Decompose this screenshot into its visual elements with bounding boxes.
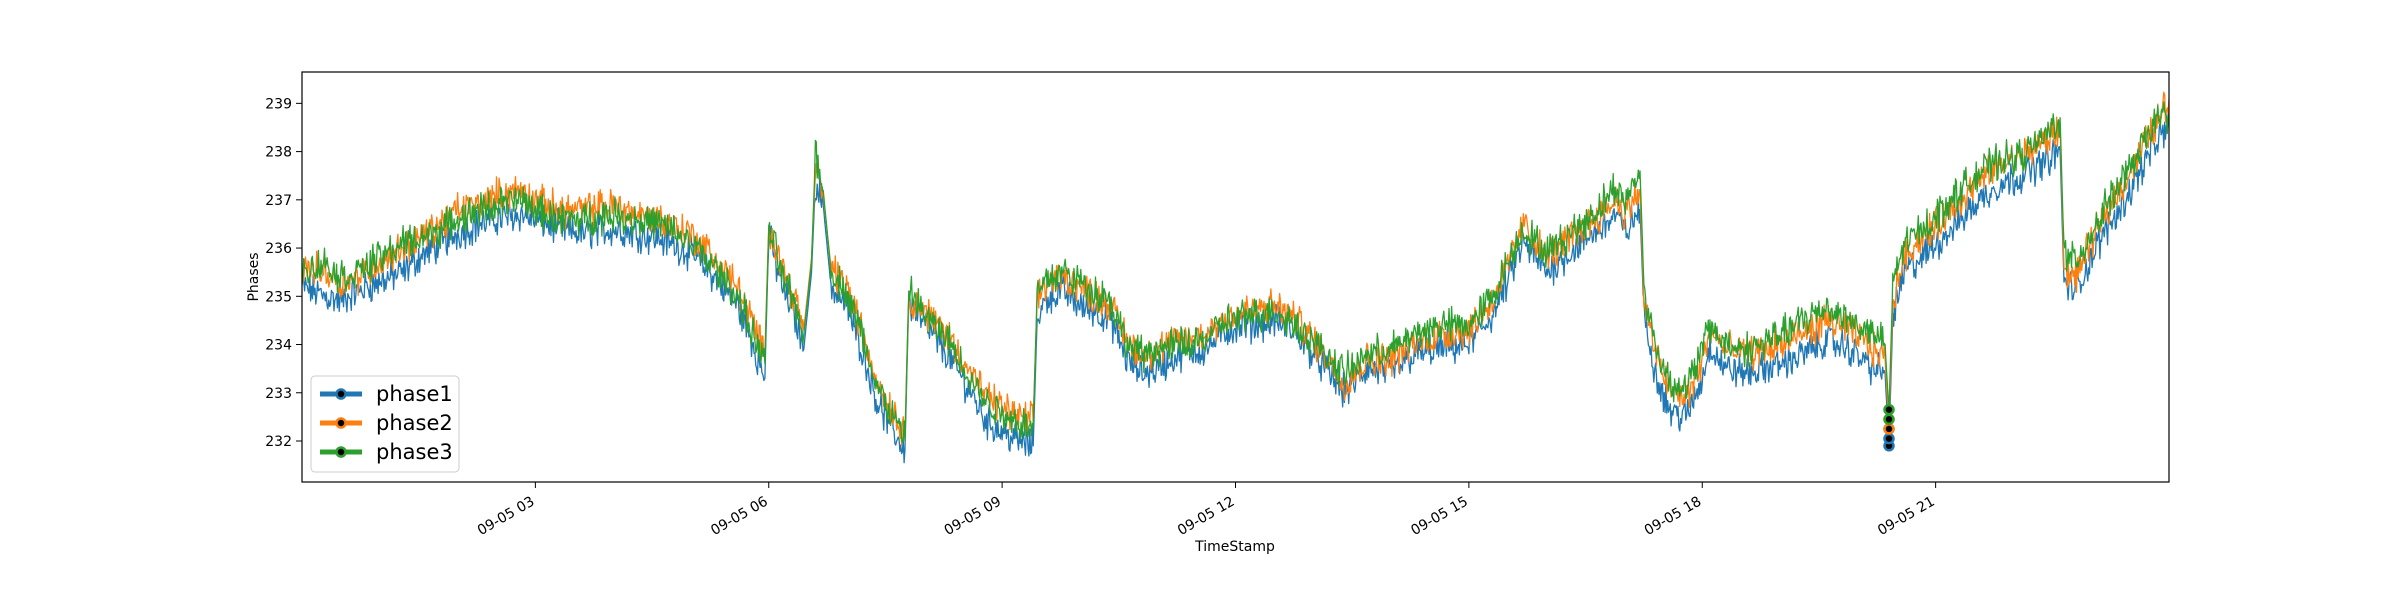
y-tick-label: 234 bbox=[265, 338, 292, 354]
legend-label-phase1: phase1 bbox=[376, 382, 453, 406]
y-tick-label: 235 bbox=[265, 289, 292, 305]
legend-box bbox=[310, 375, 460, 473]
legend-marker-phase2 bbox=[335, 417, 347, 429]
y-tick-label: 238 bbox=[265, 145, 292, 161]
y-axis-title: Phases bbox=[246, 252, 262, 301]
marker-phase2-0 bbox=[1883, 423, 1895, 435]
marker-phase3-1 bbox=[1883, 403, 1895, 416]
series-line-phase3 bbox=[302, 101, 2169, 443]
legend: phase1 phase2 phase3 bbox=[310, 375, 460, 473]
y-tick-label: 232 bbox=[265, 434, 292, 450]
y-axis: 232 233 234 235 236 237 238 239 bbox=[265, 96, 302, 450]
marker-layer bbox=[1883, 403, 1895, 452]
y-tick-label: 233 bbox=[265, 386, 292, 402]
y-tick-label: 236 bbox=[265, 241, 292, 257]
x-axis-title: TimeStamp bbox=[1194, 539, 1275, 555]
marker-phase1-1 bbox=[1883, 432, 1895, 445]
y-tick-label: 239 bbox=[265, 96, 292, 112]
legend-marker-phase3 bbox=[335, 446, 347, 458]
marker-phase3-0 bbox=[1883, 413, 1895, 426]
legend-label-phase3: phase3 bbox=[376, 440, 453, 464]
series-layer bbox=[302, 91, 2169, 464]
legend-label-phase2: phase2 bbox=[376, 411, 453, 435]
legend-marker-phase1 bbox=[335, 388, 347, 400]
y-tick-label: 237 bbox=[265, 193, 292, 209]
